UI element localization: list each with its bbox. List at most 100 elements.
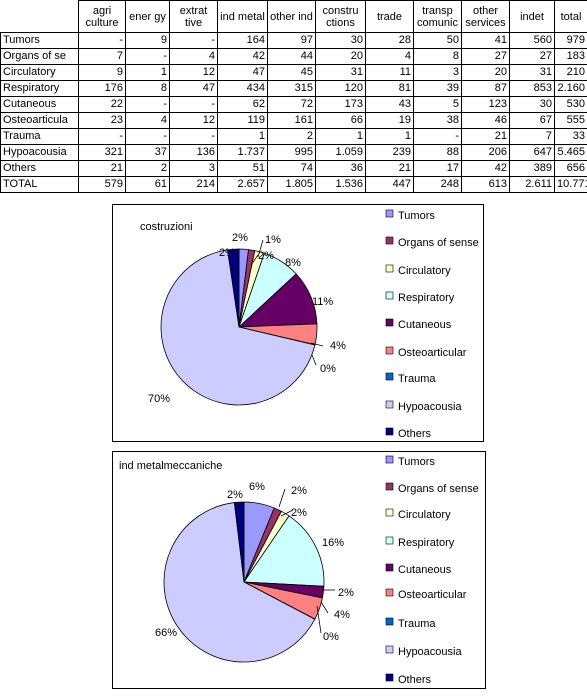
table-cell: 315 bbox=[267, 80, 316, 97]
row-label: Trauma bbox=[0, 128, 79, 145]
legend-label: Organs of sense bbox=[398, 237, 479, 249]
data-table: agri culture ener gy extrat tive ind metal o… bbox=[0, 0, 587, 193]
percent-label: 70% bbox=[148, 393, 170, 405]
percent-label: 2% bbox=[291, 507, 307, 519]
table-row: TOTAL 579 61 214 2.657 1.805 1.536 447 248 613 2.6… bbox=[0, 176, 587, 193]
table-cell: 30 bbox=[315, 32, 366, 49]
table-cell: 44 bbox=[267, 48, 316, 65]
legend-swatch bbox=[385, 209, 394, 218]
table-cell: 61 bbox=[125, 176, 170, 193]
table-cell: 21 bbox=[461, 128, 510, 145]
table-cell: 62 bbox=[217, 96, 268, 113]
table-cell: 38 bbox=[413, 112, 462, 129]
percent-label: 2% bbox=[232, 232, 248, 244]
header-corner bbox=[1, 1, 79, 33]
table-cell: 47 bbox=[217, 64, 268, 81]
table-cell: 27 bbox=[461, 48, 510, 65]
table-cell: 161 bbox=[267, 112, 316, 129]
table-cell: - bbox=[413, 128, 462, 145]
leader-line bbox=[280, 509, 294, 517]
column-header: total bbox=[554, 0, 587, 33]
legend-swatch bbox=[385, 372, 394, 381]
table-cell: 120 bbox=[315, 80, 366, 97]
percent-label: 4% bbox=[334, 609, 350, 621]
table-row: Osteoarticula 23 4 12 119 161 66 19 38 46 67 555 bbox=[0, 112, 587, 129]
legend-label: Tumors bbox=[398, 456, 435, 468]
table-cell: 995 bbox=[267, 144, 316, 161]
table-cell: 1 bbox=[125, 64, 170, 81]
table-cell: 4 bbox=[125, 112, 170, 129]
table-cell: - bbox=[125, 96, 170, 113]
leader-line bbox=[257, 239, 264, 258]
table-cell: - bbox=[78, 32, 126, 49]
table-cell: 1.805 bbox=[267, 176, 316, 193]
table-cell: 3 bbox=[413, 64, 462, 81]
percent-label: 1% bbox=[265, 234, 281, 246]
row-label: Cutaneous bbox=[0, 96, 79, 113]
leader-line bbox=[310, 342, 324, 347]
column-header: constru ctions bbox=[315, 0, 366, 33]
table-cell: 206 bbox=[461, 144, 510, 161]
legend-swatch bbox=[385, 291, 394, 300]
table-cell: 1.059 bbox=[315, 144, 366, 161]
table-cell: 31 bbox=[315, 64, 366, 81]
row-label: TOTAL bbox=[0, 176, 79, 193]
table-cell: 3 bbox=[169, 160, 218, 177]
percent-label: 6% bbox=[249, 481, 265, 493]
table-cell: 67 bbox=[509, 112, 555, 129]
legend-swatch bbox=[385, 673, 394, 682]
table-cell: 560 bbox=[509, 32, 555, 49]
table-cell: 1 bbox=[217, 128, 268, 145]
table-cell: 12 bbox=[169, 64, 218, 81]
table-header-row: agri culture ener gy extrat tive ind metal o… bbox=[1, 0, 587, 33]
table-cell: 555 bbox=[554, 112, 587, 129]
percent-label: 8% bbox=[285, 257, 301, 269]
legend-label: Respiratory bbox=[398, 537, 455, 549]
column-header: other ind bbox=[267, 0, 316, 33]
table-cell: 97 bbox=[267, 32, 316, 49]
pie-slice-respiratory bbox=[243, 515, 325, 587]
column-header: indet bbox=[509, 0, 555, 33]
legend-swatch bbox=[385, 427, 394, 436]
legend-swatch bbox=[385, 536, 394, 545]
row-label: Others bbox=[0, 160, 79, 177]
legend-swatch bbox=[385, 588, 394, 597]
legend-swatch bbox=[385, 455, 394, 464]
leader-line bbox=[278, 488, 286, 508]
percent-label: 0% bbox=[323, 631, 339, 643]
table-cell: 9 bbox=[125, 32, 170, 49]
legend-swatch bbox=[385, 563, 394, 572]
leader-line bbox=[320, 601, 329, 614]
table-cell: 21 bbox=[78, 160, 126, 177]
pie-slice-others bbox=[233, 501, 245, 583]
chart-panel-ind-metalmeccaniche: ind metalmeccaniche 6% 2% 2% 16% 2% 4% 0% 66% 2% T… bbox=[112, 451, 486, 689]
column-header: transp comunic bbox=[413, 0, 462, 33]
table-cell: 183 bbox=[554, 48, 587, 65]
table-cell: - bbox=[125, 48, 170, 65]
legend-swatch bbox=[385, 645, 394, 654]
table-cell: 33 bbox=[554, 128, 587, 145]
column-header: ener gy bbox=[125, 0, 170, 33]
table-cell: 81 bbox=[365, 80, 414, 97]
percent-label: 4% bbox=[330, 340, 346, 352]
table-cell: 5 bbox=[413, 96, 462, 113]
table-cell: 66 bbox=[315, 112, 366, 129]
leader-line bbox=[316, 605, 322, 634]
table-cell: 42 bbox=[461, 160, 510, 177]
leader-line bbox=[250, 254, 259, 266]
table-cell: 434 bbox=[217, 80, 268, 97]
table-cell: 4 bbox=[365, 48, 414, 65]
table-cell: 389 bbox=[509, 160, 555, 177]
row-label: Organs of se bbox=[0, 48, 79, 65]
table-row: Tumors -9-164 97 30 28 50 41 560 979 bbox=[0, 32, 587, 49]
legend-swatch bbox=[385, 264, 394, 273]
legend-label: Organs of sense bbox=[398, 483, 479, 495]
table-cell: 1 bbox=[365, 128, 414, 145]
table-cell: 2 bbox=[125, 160, 170, 177]
table-cell: 88 bbox=[413, 144, 462, 161]
table-cell: 613 bbox=[461, 176, 510, 193]
table-cell: 119 bbox=[217, 112, 268, 129]
legend-label: Respiratory bbox=[398, 292, 455, 304]
table-cell: 1 bbox=[315, 128, 366, 145]
table-cell: 27 bbox=[509, 48, 555, 65]
